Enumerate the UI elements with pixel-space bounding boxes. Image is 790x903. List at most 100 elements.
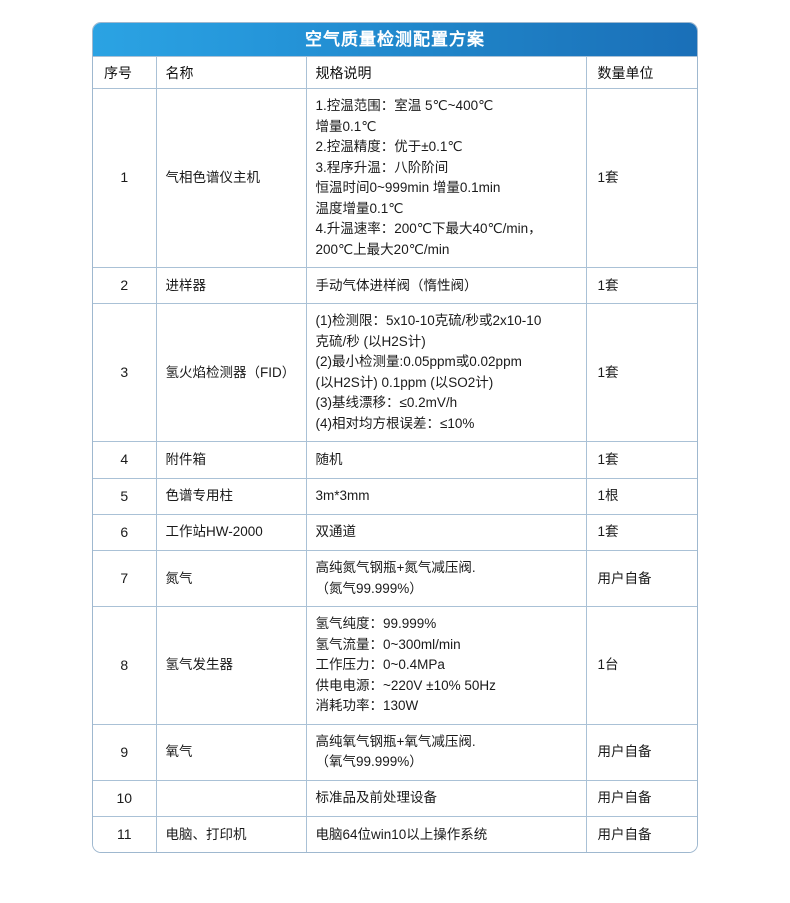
item-spec-line: 电脑64位win10以上操作系统 (315, 826, 488, 842)
item-spec-line: 2.控温精度：优于±0.1℃ (315, 139, 463, 155)
item-spec-cell: 氢气纯度：99.999% 氢气流量：0~300ml/min 工作压力：0~0.4MP… (305, 606, 587, 725)
item-qty-value: 用户自备 (597, 570, 652, 586)
table-row: 8 氢气发生器 氢气纯度：99.999% 氢气流量：0~300ml/min 工作压力：0… (93, 606, 697, 725)
item-spec-line: (1)检测限：5x10-10克硫/秒或2x10-10 (315, 313, 542, 329)
item-qty-value: 1套 (597, 277, 619, 293)
item-qty-value: 用户自备 (597, 744, 652, 760)
item-spec-line: （氧气99.999%） (315, 754, 423, 770)
row-index-cell: 1 (93, 87, 157, 269)
item-qty-cell: 1套 (585, 303, 697, 443)
row-index-value: 4 (120, 451, 129, 468)
item-qty-cell: 1套 (585, 87, 697, 269)
item-name-value: 氮气 (165, 570, 193, 586)
item-spec-line: 标准品及前处理设备 (315, 790, 438, 806)
item-spec-line: 氢气纯度：99.999% (315, 616, 437, 632)
item-spec-line: 克硫/秒 (以H2S计) (315, 333, 426, 349)
item-qty-value: 1套 (597, 169, 619, 185)
item-spec-line: 氢气流量：0~300ml/min (315, 636, 461, 652)
item-name-value: 附件箱 (165, 451, 207, 467)
row-index-cell: 10 (93, 779, 157, 818)
item-spec-line: 温度增量0.1℃ (315, 200, 404, 216)
item-spec-cell: 随机 (305, 441, 587, 479)
table-header: 序号 名称 规格说明 数量单位 (93, 56, 697, 89)
item-name-cell: 附件箱 (155, 441, 307, 479)
item-spec-value: 3m*3mm (307, 479, 586, 514)
column-header-name-label: 名称 (165, 64, 194, 81)
item-spec-line: 高纯氧气钢瓶+氧气减压阀. (315, 733, 476, 749)
item-name-value: 电脑、打印机 (165, 826, 247, 842)
column-header-qty-label: 数量单位 (597, 64, 654, 81)
row-index-value: 1 (120, 169, 129, 186)
item-spec-cell: 标准品及前处理设备 (305, 779, 587, 818)
item-spec-value: 高纯氧气钢瓶+氧气减压阀. （氧气99.999%） (307, 725, 586, 780)
item-spec-line: 工作压力：0~0.4MPa (315, 657, 445, 673)
table-body: 1 气相色谱仪主机 1.控温范围：室温 5℃~400℃ 增量0.1℃ 2.控温精度：优于… (93, 87, 697, 853)
item-qty-value: 1套 (597, 451, 619, 467)
item-spec-line: 双通道 (315, 524, 357, 540)
item-spec-cell: 手动气体进样阀（惰性阀） (305, 267, 587, 305)
item-name-cell: 工作站HW-2000 (155, 514, 307, 552)
row-index-value: 3 (120, 364, 129, 381)
item-name-cell: 氢火焰检测器（FID） (155, 303, 307, 443)
item-name-value (157, 792, 306, 806)
table-title-banner: 空气质量检测配置方案 (93, 23, 697, 56)
item-spec-line: 4.升温速率：200℃下最大40℃/min， (315, 221, 542, 237)
item-qty-value: 1根 (597, 488, 619, 504)
item-spec-value: 双通道 (307, 515, 586, 550)
item-spec-line: 1.控温范围：室温 5℃~400℃ (315, 98, 494, 113)
row-index-value: 11 (116, 826, 132, 843)
item-qty-value: 用户自备 (597, 826, 652, 842)
item-name-value: 色谱专用柱 (165, 488, 234, 504)
item-spec-value: 1.控温范围：室温 5℃~400℃ 增量0.1℃ 2.控温精度：优于±0.1℃ 3.程… (307, 89, 586, 267)
item-spec-line: 3m*3mm (315, 488, 370, 504)
item-spec-cell: 高纯氧气钢瓶+氧气减压阀. （氧气99.999%） (305, 723, 587, 781)
item-qty-value: 1套 (597, 524, 619, 540)
column-header-qty: 数量单位 (585, 56, 697, 89)
table-row: 1 气相色谱仪主机 1.控温范围：室温 5℃~400℃ 增量0.1℃ 2.控温精度：优于… (93, 87, 697, 269)
item-name-cell: 氮气 (155, 550, 307, 608)
row-index-value: 7 (120, 570, 129, 587)
item-name-cell: 进样器 (155, 267, 307, 305)
row-index-cell: 11 (93, 816, 157, 853)
item-spec-line: 随机 (315, 451, 343, 467)
row-index-value: 5 (120, 487, 129, 504)
item-name-value: 氢火焰检测器（FID） (165, 364, 296, 380)
item-spec-value: 标准品及前处理设备 (307, 781, 586, 816)
config-table-container: 空气质量检测配置方案 序号 名称 规格说明 数量单位 (92, 22, 698, 854)
item-spec-line: 200℃上最大20℃/min (315, 241, 450, 257)
item-name-cell: 氢气发生器 (155, 606, 307, 725)
item-qty-cell: 用户自备 (585, 816, 697, 853)
table-row: 2 进样器 手动气体进样阀（惰性阀） 1套 (93, 267, 697, 305)
item-name-cell: 色谱专用柱 (155, 477, 307, 516)
row-index-cell: 8 (93, 606, 157, 725)
item-spec-value: 手动气体进样阀（惰性阀） (307, 269, 586, 304)
item-name-cell: 电脑、打印机 (155, 816, 307, 853)
item-name-cell: 气相色谱仪主机 (155, 87, 307, 269)
column-header-no-label: 序号 (104, 64, 132, 81)
item-name-value: 气相色谱仪主机 (165, 169, 261, 185)
item-qty-value: 1套 (597, 364, 619, 380)
item-spec-line: 恒温时间0~999min 增量0.1min (315, 180, 501, 196)
table-row: 10 标准品及前处理设备 用户自备 (93, 779, 697, 818)
item-qty-cell: 用户自备 (585, 779, 697, 818)
row-index-cell: 5 (93, 477, 157, 516)
item-qty-cell: 1套 (585, 267, 697, 305)
item-qty-cell: 用户自备 (585, 550, 697, 608)
item-spec-cell: 电脑64位win10以上操作系统 (305, 816, 587, 853)
table-row: 5 色谱专用柱 3m*3mm 1根 (93, 477, 697, 516)
row-index-cell: 7 (93, 550, 157, 608)
item-spec-line: 手动气体进样阀（惰性阀） (315, 277, 478, 293)
item-spec-line: （氮气99.999%） (315, 580, 423, 596)
item-qty-cell: 1台 (585, 606, 697, 725)
item-spec-cell: 双通道 (305, 514, 587, 552)
item-qty-cell: 1套 (585, 441, 697, 479)
item-spec-value: 电脑64位win10以上操作系统 (307, 818, 586, 853)
item-qty-cell: 1套 (585, 514, 697, 552)
item-name-value: 氧气 (165, 744, 193, 760)
column-header-desc: 规格说明 (305, 56, 587, 89)
item-name-cell: 氧气 (155, 723, 307, 781)
item-qty-cell: 1根 (585, 477, 697, 516)
row-index-cell: 3 (93, 303, 157, 443)
item-spec-cell: 3m*3mm (305, 477, 587, 516)
